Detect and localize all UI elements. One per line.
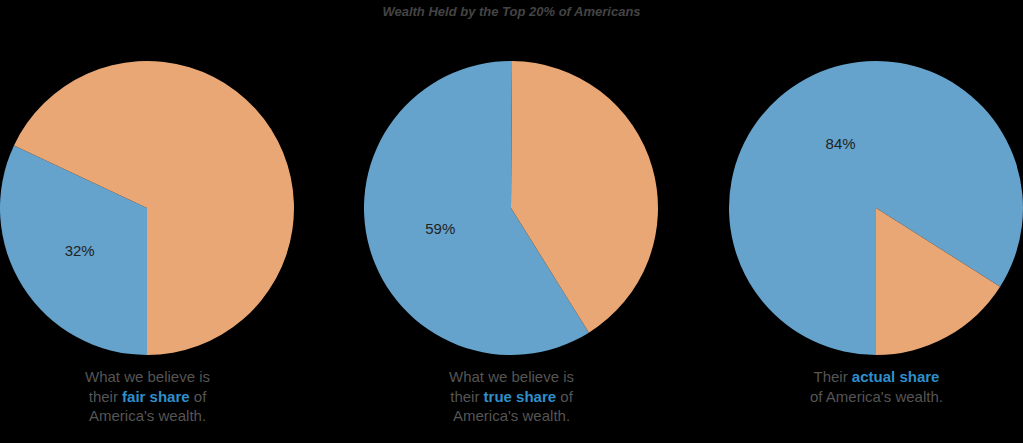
svg-text:32%: 32% [65,242,95,259]
svg-text:84%: 84% [826,135,856,152]
svg-text:What we believe istheir fair s: What we believe istheir fair share ofAme… [85,368,210,424]
svg-text:Their actual shareof America's: Their actual shareof America's wealth. [810,368,943,405]
svg-text:Wealth Held by the Top 20% of: Wealth Held by the Top 20% of Americans [382,4,640,19]
svg-text:What we believe istheir true s: What we believe istheir true share ofAme… [449,368,574,424]
svg-text:59%: 59% [425,220,455,237]
